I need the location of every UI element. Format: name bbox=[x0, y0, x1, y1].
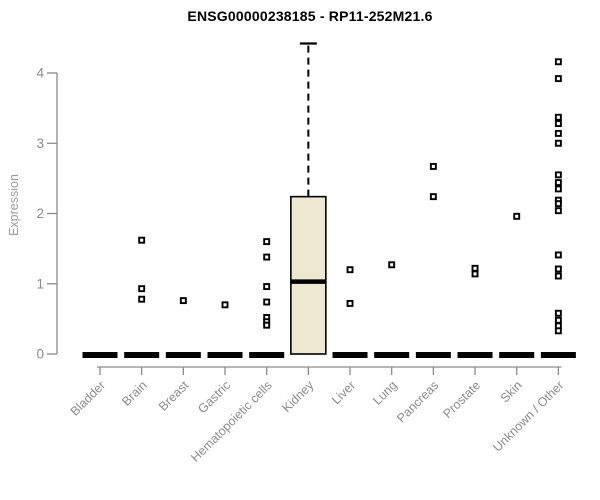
data-point-liver bbox=[346, 266, 354, 274]
data-point-hematopoietic-cells bbox=[263, 253, 271, 261]
collapsed-box-bladder bbox=[82, 352, 118, 358]
data-point-unknown-other bbox=[554, 58, 562, 66]
y-tick-label: 4 bbox=[36, 66, 44, 81]
collapsed-box-prostate bbox=[457, 352, 493, 358]
data-point-brain bbox=[138, 236, 146, 244]
x-tick-label-pancreas: Pancreas bbox=[394, 378, 441, 425]
collapsed-box-brain bbox=[124, 352, 160, 358]
data-point-prostate bbox=[471, 264, 479, 272]
collapsed-box-pancreas bbox=[415, 352, 451, 358]
x-tick-label-breast: Breast bbox=[156, 378, 192, 414]
x-tick-label-prostate: Prostate bbox=[440, 378, 483, 421]
collapsed-box-lung bbox=[374, 352, 410, 358]
collapsed-box-hematopoietic-cells bbox=[249, 352, 285, 358]
x-tick-label-lung: Lung bbox=[370, 378, 400, 408]
x-tick-label-skin: Skin bbox=[498, 378, 525, 405]
data-point-lung bbox=[388, 261, 396, 269]
y-tick-label: 0 bbox=[36, 347, 44, 362]
data-point-liver bbox=[346, 299, 354, 307]
data-point-unknown-other bbox=[554, 139, 562, 147]
data-point-breast bbox=[179, 297, 187, 305]
y-tick-label: 3 bbox=[36, 136, 44, 151]
y-tick-label: 2 bbox=[36, 206, 44, 221]
data-point-unknown-other bbox=[554, 309, 562, 317]
x-tick-label-hematopoietic-cells: Hematopoietic cells bbox=[188, 378, 275, 465]
chart-title: ENSG00000238185 - RP11-252M21.6 bbox=[187, 8, 433, 24]
data-point-unknown-other bbox=[554, 75, 562, 83]
data-point-pancreas bbox=[429, 162, 437, 170]
data-point-unknown-other bbox=[554, 120, 562, 128]
data-point-unknown-other bbox=[554, 327, 562, 335]
data-point-skin bbox=[513, 212, 521, 220]
data-point-brain bbox=[138, 285, 146, 293]
data-point-unknown-other bbox=[554, 265, 562, 273]
data-point-unknown-other bbox=[554, 185, 562, 193]
data-point-hematopoietic-cells bbox=[263, 321, 271, 329]
data-point-brain bbox=[138, 295, 146, 303]
x-tick-label-brain: Brain bbox=[119, 378, 150, 409]
data-point-hematopoietic-cells bbox=[263, 298, 271, 306]
collapsed-box-breast bbox=[165, 352, 201, 358]
collapsed-box-liver bbox=[332, 352, 368, 358]
data-point-pancreas bbox=[429, 193, 437, 201]
data-point-prostate bbox=[471, 270, 479, 278]
x-tick-label-unknown-other: Unknown / Other bbox=[490, 378, 566, 454]
data-point-unknown-other bbox=[554, 200, 562, 208]
x-tick-label-liver: Liver bbox=[329, 378, 358, 407]
data-point-hematopoietic-cells bbox=[263, 238, 271, 246]
y-tick-label: 1 bbox=[36, 276, 44, 291]
collapsed-box-skin bbox=[499, 352, 535, 358]
x-tick-label-gastric: Gastric bbox=[195, 378, 233, 416]
data-point-unknown-other bbox=[554, 179, 562, 187]
x-tick-label-kidney: Kidney bbox=[280, 378, 317, 415]
data-point-unknown-other bbox=[554, 272, 562, 280]
data-point-unknown-other bbox=[554, 207, 562, 215]
data-point-unknown-other bbox=[554, 251, 562, 259]
data-point-unknown-other bbox=[554, 171, 562, 179]
data-point-unknown-other bbox=[554, 316, 562, 324]
collapsed-box-unknown-other bbox=[540, 352, 576, 358]
data-point-gastric bbox=[221, 301, 229, 309]
data-point-unknown-other bbox=[554, 129, 562, 137]
data-point-unknown-other bbox=[554, 113, 562, 121]
data-point-hematopoietic-cells bbox=[263, 283, 271, 291]
x-tick-label-bladder: Bladder bbox=[68, 378, 108, 418]
collapsed-box-gastric bbox=[207, 352, 243, 358]
box-kidney bbox=[290, 195, 327, 355]
